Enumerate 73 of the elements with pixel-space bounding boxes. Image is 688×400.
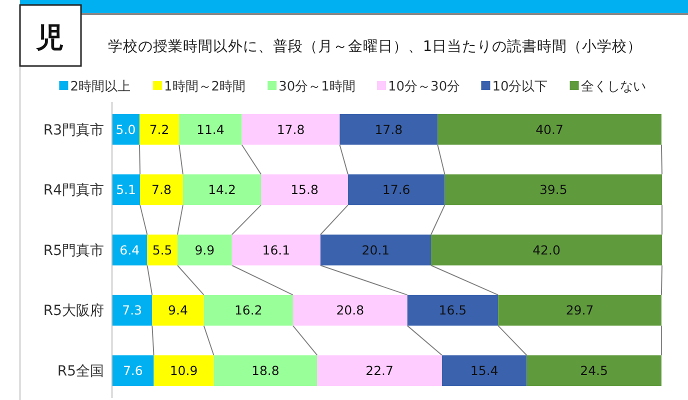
data-label: 9.9	[194, 242, 215, 258]
data-label: 15.4	[470, 362, 498, 378]
y-tick-label: R3門真市	[43, 122, 104, 138]
data-label: 7.3	[122, 302, 142, 318]
chart-title: 学校の授業時間以外に、普段（月～金曜日）、1日当たりの読書時間（小学校）	[108, 38, 642, 56]
bar	[442, 355, 527, 386]
bar	[292, 294, 408, 326]
legend-label: 全くしない	[580, 80, 646, 95]
data-label: 9.4	[168, 302, 188, 318]
legend-label: 30分～1時間	[278, 80, 356, 95]
bar	[340, 114, 438, 145]
data-label: 20.8	[336, 302, 364, 318]
data-label: 5.0	[116, 122, 136, 137]
data-label: 17.6	[382, 182, 410, 198]
bar	[204, 294, 293, 326]
bar	[112, 234, 148, 266]
bar	[112, 294, 152, 326]
data-label: 29.7	[566, 302, 594, 318]
y-tick-label: R5門真市	[43, 242, 104, 259]
text: 児	[35, 20, 64, 54]
bar	[232, 234, 320, 266]
bar	[179, 114, 242, 145]
bar	[112, 174, 140, 206]
bar	[444, 174, 662, 206]
bar	[147, 234, 178, 266]
legend-label: 10分～30分	[388, 80, 460, 95]
data-label: 17.8	[276, 122, 305, 137]
data-label: 5.5	[152, 242, 172, 258]
data-label: 18.8	[252, 362, 280, 378]
data-label: 7.8	[152, 182, 172, 198]
data-label: 20.1	[362, 242, 390, 258]
bar	[154, 355, 214, 386]
bar	[526, 355, 662, 386]
bar	[498, 294, 662, 326]
bar	[431, 234, 662, 266]
data-label: 7.2	[149, 122, 170, 137]
bar	[317, 355, 442, 386]
data-label: 16.2	[234, 302, 262, 318]
data-label: 14.2	[208, 182, 236, 198]
y-tick-label: R5全国	[57, 364, 104, 380]
data-label: 39.5	[539, 182, 568, 198]
y-tick-label: R5大阪府	[43, 303, 104, 320]
bar	[112, 114, 140, 145]
legend-label: 1時間～2時間	[164, 80, 246, 95]
bar	[261, 174, 348, 206]
bar	[242, 114, 340, 145]
legend-label: 2時間以上	[70, 80, 130, 95]
data-label: 6.4	[120, 242, 140, 258]
data-label: 22.7	[366, 362, 394, 378]
data-label: 7.6	[122, 362, 143, 378]
bar	[320, 234, 431, 266]
data-label: 15.8	[290, 182, 318, 198]
bar	[140, 114, 180, 145]
data-label: 24.5	[580, 362, 608, 378]
data-label: 16.1	[262, 242, 290, 258]
data-label: 5.1	[116, 182, 136, 198]
data-label: 10.9	[170, 362, 198, 378]
bar	[152, 294, 204, 326]
y-tick-label: R4門真市	[43, 182, 104, 199]
bar	[112, 355, 154, 386]
data-label: 42.0	[532, 242, 560, 258]
data-label: 11.4	[196, 122, 224, 137]
bar	[438, 114, 662, 145]
bar	[407, 294, 498, 326]
bar	[177, 234, 232, 266]
legend-label: 10分以下	[492, 80, 548, 95]
bar	[214, 355, 318, 386]
bar	[182, 174, 262, 206]
data-label: 17.8	[374, 122, 403, 137]
data-label: 16.5	[438, 302, 467, 318]
bar	[140, 174, 183, 206]
data-label: 40.7	[536, 122, 564, 137]
bar	[348, 174, 445, 206]
